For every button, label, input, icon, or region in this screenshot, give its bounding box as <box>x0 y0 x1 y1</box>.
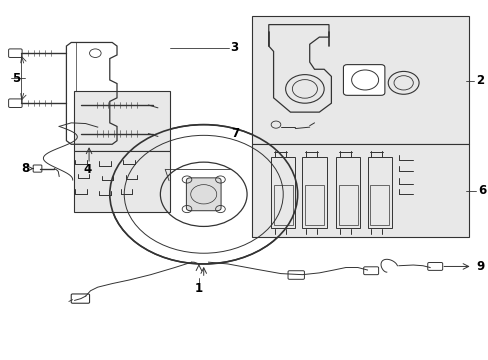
Bar <box>74 152 170 212</box>
Text: 1: 1 <box>194 283 203 296</box>
FancyBboxPatch shape <box>287 271 304 279</box>
FancyBboxPatch shape <box>71 294 89 303</box>
Bar <box>369 185 388 225</box>
Bar <box>336 157 360 228</box>
FancyBboxPatch shape <box>78 129 90 138</box>
FancyBboxPatch shape <box>186 178 221 211</box>
Text: 6: 6 <box>477 184 486 197</box>
FancyBboxPatch shape <box>427 262 442 270</box>
Bar <box>251 16 468 144</box>
FancyBboxPatch shape <box>363 267 378 275</box>
Bar <box>338 185 357 225</box>
FancyBboxPatch shape <box>9 49 22 58</box>
Circle shape <box>110 125 297 264</box>
Bar <box>74 91 170 152</box>
Bar <box>271 157 295 228</box>
Text: 3: 3 <box>230 41 238 54</box>
Text: 2: 2 <box>475 74 483 87</box>
Bar <box>367 157 391 228</box>
Text: 4: 4 <box>83 163 91 176</box>
FancyBboxPatch shape <box>33 165 42 172</box>
Bar <box>305 185 324 225</box>
FancyBboxPatch shape <box>343 64 384 95</box>
Bar <box>302 157 326 228</box>
Bar <box>273 185 292 225</box>
Text: 7: 7 <box>231 127 239 140</box>
Text: 5: 5 <box>12 72 20 85</box>
Text: 8: 8 <box>21 162 30 175</box>
FancyBboxPatch shape <box>9 99 22 108</box>
Text: 9: 9 <box>475 260 483 273</box>
Bar <box>251 144 468 237</box>
FancyBboxPatch shape <box>78 101 90 109</box>
